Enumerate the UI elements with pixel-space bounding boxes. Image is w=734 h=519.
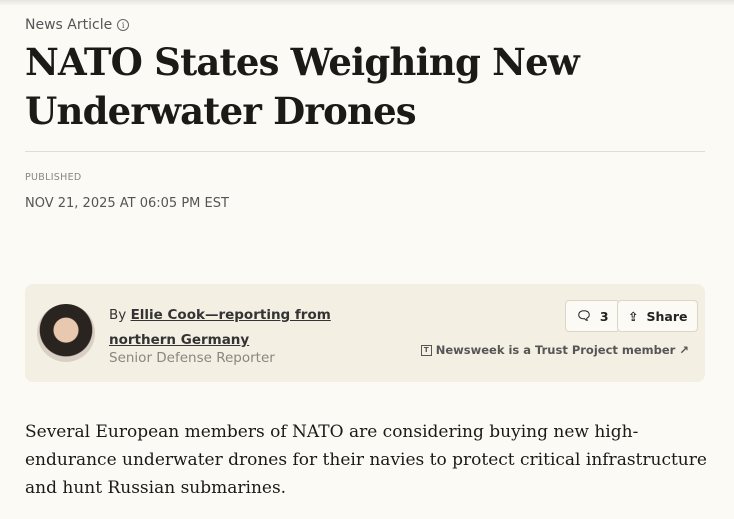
trust-icon: T (420, 344, 432, 356)
byline-card: By Ellie Cook—reporting from northern Ge… (25, 284, 705, 382)
headline: NATO States Weighing New Underwater Dron… (25, 40, 580, 133)
trust-label: Newsweek is a Trust Project member (435, 343, 676, 357)
article-lede: Several European members of NATO are con… (25, 422, 707, 498)
info-icon[interactable]: i (117, 19, 130, 31)
comments-button[interactable]: 🗨 3 (565, 300, 620, 332)
comment-icon: 🗨 (576, 308, 592, 323)
article-type-label: News Article (25, 17, 113, 33)
published-date: NOV 21, 2025 AT 06:05 PM EST (25, 196, 229, 211)
article-type: News Article i (25, 17, 130, 33)
external-link-icon: ↗ (679, 343, 689, 357)
share-button[interactable]: ⇪ Share (617, 300, 699, 332)
byline: By Ellie Cook—reporting from northern Ge… (109, 303, 399, 353)
share-label: Share (646, 308, 688, 324)
top-shadow (0, 0, 734, 6)
divider (25, 151, 705, 152)
share-icon: ⇪ (628, 308, 639, 324)
author-link[interactable]: Ellie Cook—reporting from northern Germa… (109, 307, 331, 348)
author-role: Senior Defense Reporter (109, 350, 275, 366)
author-avatar[interactable] (37, 304, 95, 362)
comments-count: 3 (599, 308, 609, 324)
byline-prefix: By (109, 307, 127, 323)
published-label: PUBLISHED (25, 172, 82, 183)
trust-project-link[interactable]: T Newsweek is a Trust Project member ↗ (420, 343, 689, 357)
